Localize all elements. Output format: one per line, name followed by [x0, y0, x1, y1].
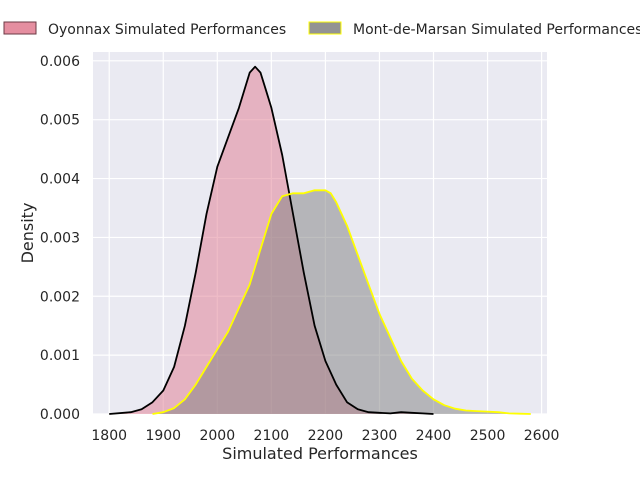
y-tick-label: 0.003 — [40, 230, 80, 246]
x-tick-label: 2600 — [524, 428, 560, 444]
legend-item-1: Mont-de-Marsan Simulated Performances — [308, 21, 640, 38]
x-tick-label: 1900 — [145, 428, 181, 444]
legend-swatch — [3, 21, 37, 35]
legend-label: Mont-de-Marsan Simulated Performances — [353, 22, 640, 38]
x-tick-label: 2000 — [199, 428, 235, 444]
y-tick-label: 0.000 — [40, 407, 80, 423]
x-tick-label: 2300 — [362, 428, 398, 444]
legend: Oyonnax Simulated Performances Mont-de-Ma… — [3, 21, 640, 38]
legend-label: Oyonnax Simulated Performances — [48, 22, 286, 38]
x-tick-label: 2100 — [254, 428, 290, 444]
y-tick-labels: 0.000 0.001 0.002 0.003 0.004 0.005 0.006 — [40, 54, 80, 423]
x-tick-label: 2500 — [470, 428, 506, 444]
y-tick-label: 0.002 — [40, 289, 80, 305]
series-line-0 — [109, 65, 434, 415]
y-tick-label: 0.001 — [40, 348, 80, 364]
y-tick-label: 0.004 — [40, 172, 80, 188]
x-tick-label: 2200 — [308, 428, 344, 444]
y-tick-label: 0.006 — [40, 54, 80, 70]
x-axis-label: Simulated Performances — [222, 444, 418, 463]
series-layer — [109, 65, 531, 415]
x-tick-labels: 1800 1900 2000 2100 2200 2300 2400 2500 2600 — [91, 428, 559, 444]
y-axis-label: Density — [18, 203, 37, 264]
series-line-1 — [152, 189, 531, 415]
legend-swatch — [308, 21, 342, 35]
x-tick-label: 1800 — [91, 428, 127, 444]
y-tick-label: 0.005 — [40, 113, 80, 129]
x-tick-label: 2400 — [416, 428, 452, 444]
series-area-1 — [152, 190, 531, 414]
legend-item-0: Oyonnax Simulated Performances — [3, 21, 286, 38]
